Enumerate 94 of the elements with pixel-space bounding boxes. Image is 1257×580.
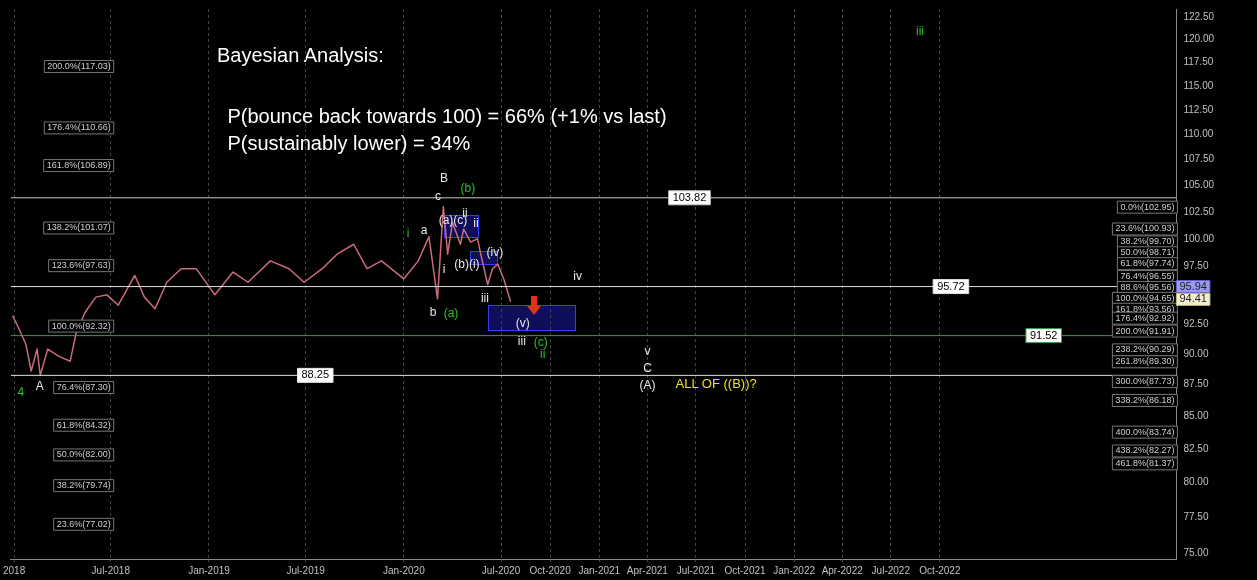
y-tick-label: 87.50	[1183, 378, 1209, 390]
annotation: (v)	[515, 316, 530, 331]
annotation: P(sustainably lower) = 34%	[227, 132, 471, 155]
annotation: b	[429, 304, 437, 319]
annotation: 338.2%(86.18)	[1115, 394, 1175, 405]
annotation: v	[644, 344, 651, 359]
text: 95.94	[1179, 279, 1207, 292]
annotation: 0.0%(102.95)	[1120, 201, 1175, 212]
x-tick-label: 2018	[3, 564, 26, 576]
ref-line-label: 103.82	[672, 190, 707, 203]
annotation: iii	[915, 24, 924, 39]
annotation: 161.8%(106.89)	[46, 160, 111, 171]
x-tick-label: Jan-2022	[773, 564, 816, 576]
x-tick-label: Oct-2021	[724, 564, 767, 576]
x-tick-label: Jul-2020	[481, 564, 521, 576]
x-tick-label: Jul-2021	[676, 564, 716, 576]
annotation: 161.8%(93.56)	[1115, 303, 1175, 314]
annotation: 50.0%(82.00)	[56, 449, 111, 460]
annotation: 176.4%(110.66)	[47, 122, 111, 133]
annotation: 100.0%(94.65)	[1115, 292, 1175, 303]
annotation: (b)(i)	[454, 256, 480, 271]
y-tick-label: 85.00	[1183, 410, 1209, 422]
annotation: 176.4%(92.92)	[1115, 312, 1175, 323]
annotation: 200.0%(91.91)	[1115, 325, 1175, 336]
annotation: 438.2%(82.27)	[1115, 445, 1175, 456]
x-tick-label: Apr-2022	[821, 564, 864, 576]
annotation: iii	[517, 334, 526, 349]
x-tick-label: Jul-2022	[871, 564, 911, 576]
annotation: (A)	[639, 377, 656, 392]
y-tick-label: 112.50	[1183, 103, 1214, 115]
annotation: 23.6%(100.93)	[1115, 223, 1175, 234]
annotation: 261.8%(89.30)	[1115, 356, 1175, 367]
annotation: ii	[540, 347, 546, 362]
annotation: 23.6%(77.02)	[56, 518, 111, 529]
annotation: i	[442, 261, 446, 276]
ref-line-label: 91.52	[1029, 328, 1058, 341]
y-tick-label: 90.00	[1183, 347, 1209, 359]
annotation: ii	[473, 216, 479, 231]
annotation: B	[439, 170, 448, 185]
y-tick-label: 115.00	[1183, 79, 1214, 91]
x-tick-label: Jul-2019	[286, 564, 326, 576]
annotation: 123.6%(97.63)	[51, 260, 111, 271]
x-tick-label: Jan-2019	[188, 564, 231, 576]
annotation: iv	[573, 268, 583, 283]
y-tick-label: 97.50	[1183, 260, 1209, 272]
text: Bayesian Analysis:	[217, 44, 384, 67]
annotation: 61.8%(97.74)	[1120, 258, 1175, 269]
annotation: 300.0%(87.73)	[1115, 376, 1175, 387]
ref-line-label: 95.72	[937, 279, 965, 292]
annotation: 138.2%(101.07)	[46, 222, 111, 233]
annotation: ALL OF ((B))?	[675, 376, 757, 392]
y-tick-label: 80.00	[1183, 476, 1209, 488]
annotation: A	[35, 378, 44, 393]
annotation: (b)	[460, 180, 476, 195]
y-tick-label: 92.50	[1183, 317, 1209, 329]
annotation: a	[420, 223, 428, 238]
annotation: 88.6%(95.56)	[1120, 281, 1175, 292]
annotation: (a)	[443, 305, 459, 320]
annotation: i	[406, 226, 410, 241]
y-tick-label: 120.00	[1183, 33, 1215, 45]
x-tick-label: Jul-2018	[91, 564, 131, 576]
y-tick-label: 77.50	[1183, 511, 1209, 523]
text: 94.41	[1179, 292, 1207, 305]
annotation: (c)	[533, 335, 548, 350]
y-tick-label: 105.00	[1183, 179, 1215, 191]
annotation: 461.8%(81.37)	[1115, 458, 1175, 469]
y-tick-label: 102.50	[1183, 205, 1215, 217]
y-tick-label: 82.50	[1183, 442, 1209, 454]
y-tick-label: 107.50	[1183, 153, 1215, 165]
annotation: 76.4%(87.30)	[56, 382, 111, 393]
y-tick-label: 100.00	[1183, 232, 1215, 244]
annotation: C	[643, 361, 653, 376]
y-tick-label: 75.00	[1183, 546, 1209, 558]
y-tick-label: 117.50	[1183, 56, 1214, 68]
annotation: 76.4%(96.55)	[1120, 271, 1175, 282]
annotation: 4	[17, 384, 25, 399]
annotation: P(bounce back towards 100) = 66% (+1% vs last)	[227, 104, 667, 127]
annotation: 400.0%(83.74)	[1115, 426, 1175, 437]
annotation: 50.0%(98.71)	[1120, 247, 1175, 258]
annotation: iii	[480, 290, 489, 305]
ref-line-label: 88.25	[301, 368, 330, 381]
x-tick-label: Jan-2020	[383, 564, 426, 576]
y-tick-label: 122.50	[1183, 10, 1215, 22]
annotation: 38.2%(99.70)	[1120, 236, 1175, 247]
annotation: 100.0%(92.32)	[51, 320, 111, 331]
annotation: 238.2%(90.29)	[1115, 344, 1175, 355]
annotation: 200.0%(117.03)	[47, 60, 111, 71]
x-tick-label: Jan-2021	[578, 564, 621, 576]
x-tick-label: Apr-2021	[626, 564, 669, 576]
x-tick-label: Oct-2020	[529, 564, 572, 576]
annotation: 61.8%(84.32)	[56, 419, 111, 430]
annotation: 38.2%(79.74)	[56, 480, 111, 491]
x-tick-label: Oct-2022	[919, 564, 961, 576]
y-tick-label: 110.00	[1183, 128, 1214, 140]
